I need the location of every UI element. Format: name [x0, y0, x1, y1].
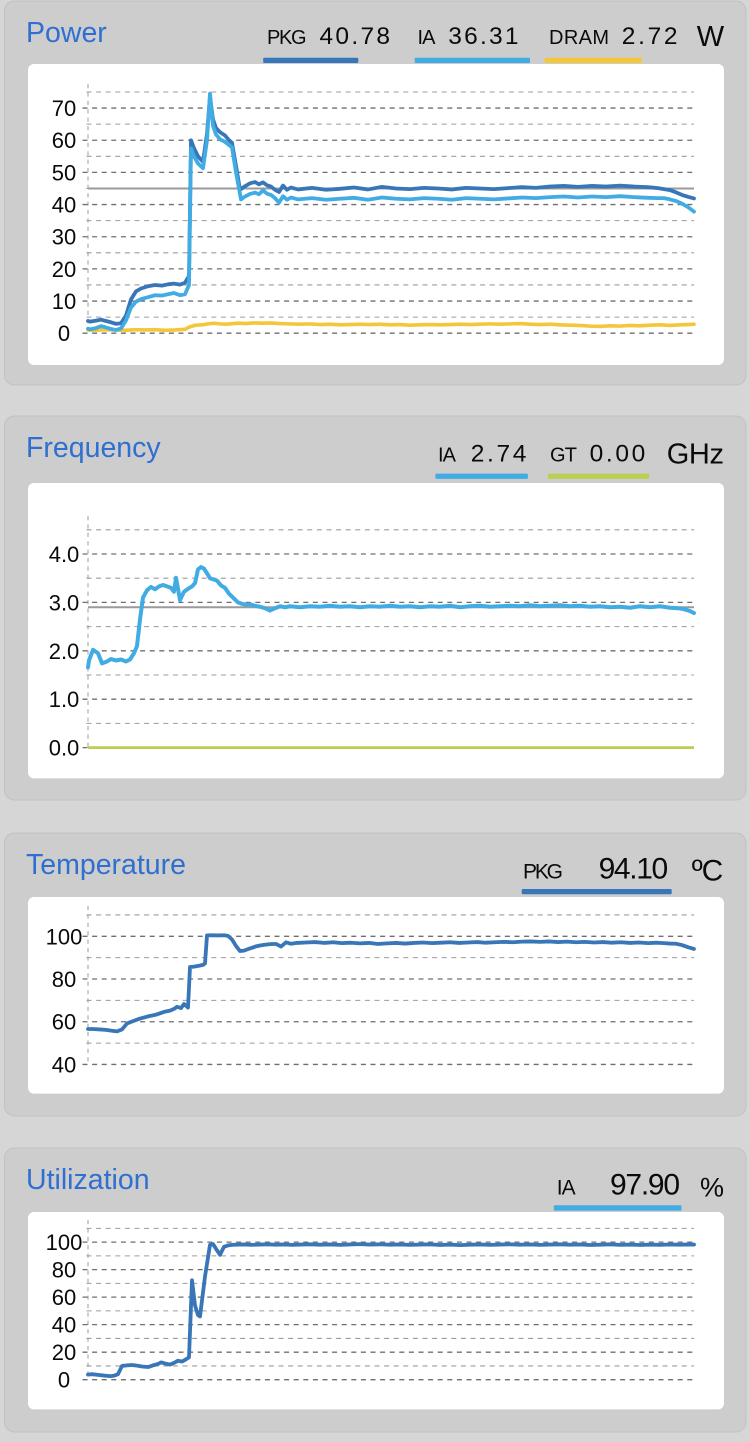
svg-text:10: 10	[52, 289, 76, 314]
svg-text:80: 80	[52, 1258, 76, 1283]
svg-text:40: 40	[52, 193, 76, 218]
svg-text:0: 0	[58, 321, 70, 346]
svg-text:97.90: 97.90	[610, 1169, 680, 1202]
svg-text:Temperature: Temperature	[26, 849, 186, 881]
svg-text:IA: IA	[557, 1177, 576, 1200]
svg-text:ºC: ºC	[692, 854, 724, 887]
svg-text:36.31: 36.31	[448, 23, 518, 50]
svg-text:30: 30	[52, 225, 76, 250]
svg-text:GT: GT	[550, 444, 577, 466]
svg-text:2.0: 2.0	[49, 639, 80, 664]
svg-text:IA: IA	[418, 27, 437, 49]
svg-text:0.0: 0.0	[49, 736, 80, 761]
svg-text:60: 60	[52, 128, 76, 153]
svg-text:Utilization: Utilization	[26, 1164, 150, 1196]
svg-text:%: %	[700, 1173, 724, 1203]
svg-text:3.0: 3.0	[49, 590, 80, 615]
svg-text:4.0: 4.0	[49, 542, 80, 567]
svg-text:PKG: PKG	[523, 860, 563, 883]
svg-text:Power: Power	[26, 17, 107, 49]
svg-text:IA: IA	[438, 444, 457, 466]
svg-text:20: 20	[52, 257, 76, 282]
svg-text:60: 60	[52, 1010, 76, 1035]
svg-text:0: 0	[58, 1368, 70, 1393]
svg-text:40.78: 40.78	[320, 23, 391, 50]
svg-text:40: 40	[52, 1313, 76, 1338]
svg-text:94.10: 94.10	[599, 852, 669, 885]
svg-text:DRAM: DRAM	[549, 27, 609, 49]
svg-text:2.72: 2.72	[622, 23, 678, 50]
svg-text:60: 60	[52, 1285, 76, 1310]
svg-text:PKG: PKG	[267, 27, 307, 49]
svg-text:20: 20	[52, 1340, 76, 1365]
svg-text:100: 100	[46, 924, 83, 949]
svg-text:1.0: 1.0	[49, 687, 80, 712]
svg-text:Frequency: Frequency	[26, 432, 161, 464]
svg-text:80: 80	[52, 967, 76, 992]
svg-text:GHz: GHz	[667, 438, 724, 470]
svg-text:0.00: 0.00	[590, 440, 646, 467]
svg-text:50: 50	[52, 160, 76, 185]
svg-text:2.74: 2.74	[471, 440, 527, 467]
svg-text:70: 70	[52, 96, 76, 121]
svg-text:40: 40	[52, 1053, 76, 1078]
svg-text:W: W	[697, 21, 725, 53]
svg-text:100: 100	[46, 1230, 83, 1255]
